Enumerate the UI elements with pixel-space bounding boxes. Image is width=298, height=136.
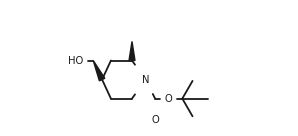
Text: O: O [151,115,159,125]
Polygon shape [93,61,105,81]
Text: O: O [165,94,173,104]
Text: HO: HO [68,55,83,66]
Text: N: N [142,75,149,85]
Polygon shape [129,41,135,61]
